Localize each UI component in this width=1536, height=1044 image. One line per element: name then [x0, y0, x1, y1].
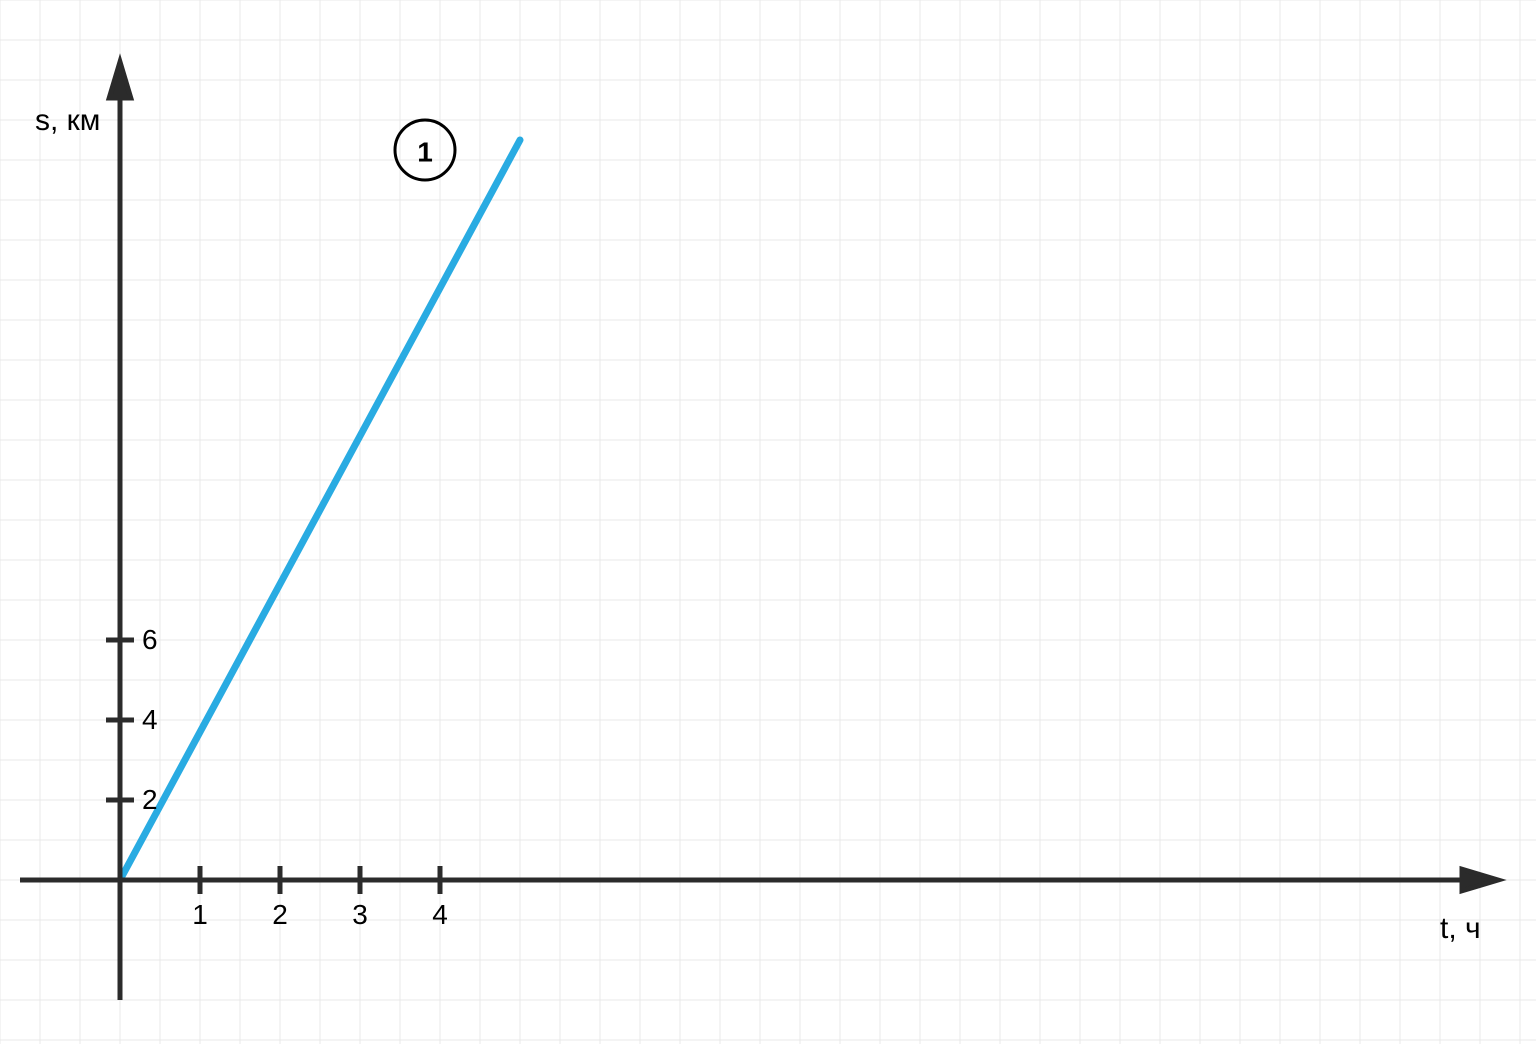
y-tick-label: 2 — [142, 784, 158, 815]
x-axis-label: t, ч — [1440, 912, 1481, 945]
y-axis-label: s, км — [35, 104, 100, 137]
x-tick-label: 1 — [192, 899, 208, 930]
y-tick-label: 6 — [142, 624, 158, 655]
x-tick-label: 2 — [272, 899, 288, 930]
marker-label: 1 — [417, 137, 433, 168]
distance-time-chart: 1 2 3 4 2 4 6 s, км t, ч 1 — [0, 0, 1536, 1044]
y-tick-label: 4 — [142, 704, 158, 735]
x-tick-label: 3 — [352, 899, 368, 930]
x-tick-label: 4 — [432, 899, 448, 930]
